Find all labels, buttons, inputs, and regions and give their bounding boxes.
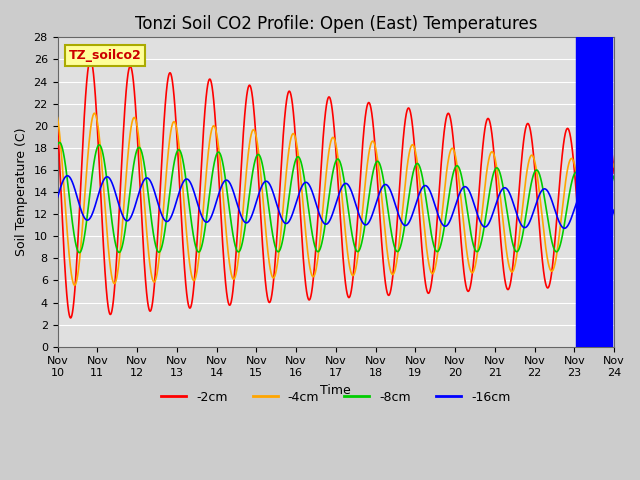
Line: -2cm: -2cm — [58, 60, 614, 318]
Y-axis label: Soil Temperature (C): Soil Temperature (C) — [15, 128, 28, 256]
-8cm — [267, 217, 275, 223]
-8cm — [511, 248, 519, 253]
Title: Tonzi Soil CO2 Profile: Open (East) Temperatures: Tonzi Soil CO2 Profile: Open (East) Temp… — [134, 15, 537, 33]
-2cm — [67, 315, 74, 321]
-2cm — [54, 120, 61, 125]
-16cm — [416, 190, 424, 196]
-2cm — [388, 283, 396, 288]
-4cm — [416, 180, 424, 185]
-4cm — [267, 267, 275, 273]
-4cm — [91, 110, 99, 116]
-2cm — [469, 264, 477, 270]
-16cm — [266, 182, 274, 188]
Line: -4cm: -4cm — [58, 113, 614, 285]
-16cm — [611, 207, 618, 213]
Legend: -2cm, -4cm, -8cm, -16cm: -2cm, -4cm, -8cm, -16cm — [156, 385, 515, 408]
-4cm — [469, 269, 477, 275]
-8cm — [416, 164, 424, 169]
-8cm — [611, 173, 618, 179]
-2cm — [155, 211, 163, 217]
-16cm — [63, 173, 71, 179]
-4cm — [388, 271, 396, 276]
-4cm — [71, 282, 79, 288]
Bar — [577, 37, 612, 347]
-8cm — [54, 142, 61, 148]
-2cm — [416, 216, 424, 222]
Line: -8cm: -8cm — [58, 143, 614, 252]
-2cm — [86, 57, 94, 62]
-8cm — [388, 231, 396, 237]
-16cm — [54, 195, 61, 201]
-16cm — [511, 206, 519, 212]
-2cm — [611, 170, 618, 176]
-4cm — [511, 261, 519, 266]
-16cm — [155, 203, 163, 209]
-8cm — [76, 250, 83, 255]
-4cm — [611, 164, 618, 170]
X-axis label: Time: Time — [321, 384, 351, 396]
Line: -16cm: -16cm — [58, 176, 614, 229]
-2cm — [267, 298, 275, 304]
-16cm — [469, 198, 477, 204]
-4cm — [54, 115, 61, 120]
-8cm — [469, 241, 477, 247]
-8cm — [155, 249, 163, 255]
-16cm — [388, 190, 396, 196]
-16cm — [600, 226, 608, 232]
-8cm — [56, 140, 63, 145]
-4cm — [155, 257, 163, 263]
Text: TZ_soilco2: TZ_soilco2 — [68, 49, 141, 62]
-2cm — [511, 236, 519, 241]
